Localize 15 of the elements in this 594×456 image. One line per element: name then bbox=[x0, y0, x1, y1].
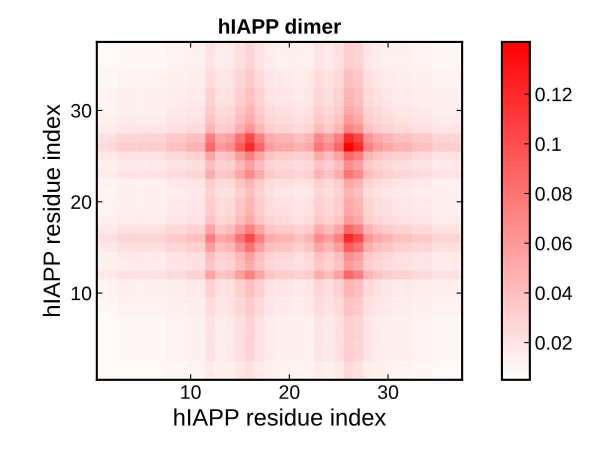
color-bar-label: 0.06 bbox=[535, 236, 572, 250]
x-tick-label: 10 bbox=[181, 385, 201, 399]
color-bar-label: 0.08 bbox=[535, 186, 572, 201]
x-tick-label: 20 bbox=[280, 385, 300, 399]
color-bar-label: 0.02 bbox=[535, 336, 572, 350]
color-bar-label: 0.12 bbox=[535, 88, 572, 102]
y-tick-label: 20 bbox=[71, 195, 92, 210]
color-bar-label: 0.04 bbox=[535, 286, 572, 300]
x-tick-label: 30 bbox=[378, 385, 398, 399]
y-tick-label: 10 bbox=[72, 286, 92, 300]
color-bar-label: 0.1 bbox=[535, 137, 561, 152]
chart-title: hIAPP dimer bbox=[219, 18, 341, 34]
y-tick-label: 30 bbox=[71, 104, 92, 118]
y-axis-title: hIAPP residue index bbox=[42, 104, 60, 316]
x-axis-title: hIAPP residue index bbox=[174, 408, 386, 426]
